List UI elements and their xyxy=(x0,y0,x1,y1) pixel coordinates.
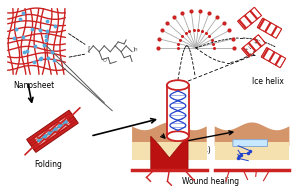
Polygon shape xyxy=(278,57,285,67)
Polygon shape xyxy=(245,44,254,54)
Text: Folding: Folding xyxy=(35,160,62,169)
Polygon shape xyxy=(264,22,271,33)
Polygon shape xyxy=(257,18,282,38)
Polygon shape xyxy=(268,52,275,62)
Polygon shape xyxy=(275,55,282,66)
Polygon shape xyxy=(256,35,265,45)
Polygon shape xyxy=(271,53,279,64)
FancyBboxPatch shape xyxy=(233,140,268,146)
Text: Wound healing: Wound healing xyxy=(182,177,239,186)
FancyBboxPatch shape xyxy=(132,142,207,160)
Text: O: O xyxy=(102,58,106,63)
Polygon shape xyxy=(242,47,251,57)
Polygon shape xyxy=(27,110,78,152)
Text: ]n: ]n xyxy=(132,46,138,51)
Polygon shape xyxy=(247,12,255,22)
Polygon shape xyxy=(238,7,261,29)
Ellipse shape xyxy=(167,80,189,90)
Polygon shape xyxy=(265,50,272,60)
Polygon shape xyxy=(215,122,289,146)
FancyBboxPatch shape xyxy=(167,85,189,136)
Polygon shape xyxy=(258,19,265,29)
Polygon shape xyxy=(132,122,207,146)
Polygon shape xyxy=(244,15,252,24)
Polygon shape xyxy=(249,10,258,20)
Polygon shape xyxy=(274,27,281,38)
Text: Nanotube (HNTs): Nanotube (HNTs) xyxy=(145,146,210,155)
Polygon shape xyxy=(248,42,257,52)
Polygon shape xyxy=(261,20,268,31)
Polygon shape xyxy=(271,26,278,36)
Ellipse shape xyxy=(48,131,52,135)
Ellipse shape xyxy=(58,124,62,128)
Polygon shape xyxy=(267,24,275,34)
Polygon shape xyxy=(261,48,286,68)
Polygon shape xyxy=(35,118,70,145)
Text: [: [ xyxy=(87,45,90,52)
Polygon shape xyxy=(151,136,188,170)
Polygon shape xyxy=(238,19,247,29)
Ellipse shape xyxy=(53,128,57,132)
Polygon shape xyxy=(262,48,269,58)
Ellipse shape xyxy=(42,135,47,139)
Text: Nanosheet: Nanosheet xyxy=(13,81,54,90)
Ellipse shape xyxy=(167,131,189,141)
Ellipse shape xyxy=(38,138,42,142)
Polygon shape xyxy=(253,38,262,47)
Polygon shape xyxy=(241,35,265,57)
Polygon shape xyxy=(252,8,261,17)
FancyBboxPatch shape xyxy=(215,142,289,160)
Polygon shape xyxy=(251,40,259,50)
Text: Ice helix: Ice helix xyxy=(251,77,283,86)
Ellipse shape xyxy=(63,120,68,125)
Polygon shape xyxy=(241,17,250,27)
